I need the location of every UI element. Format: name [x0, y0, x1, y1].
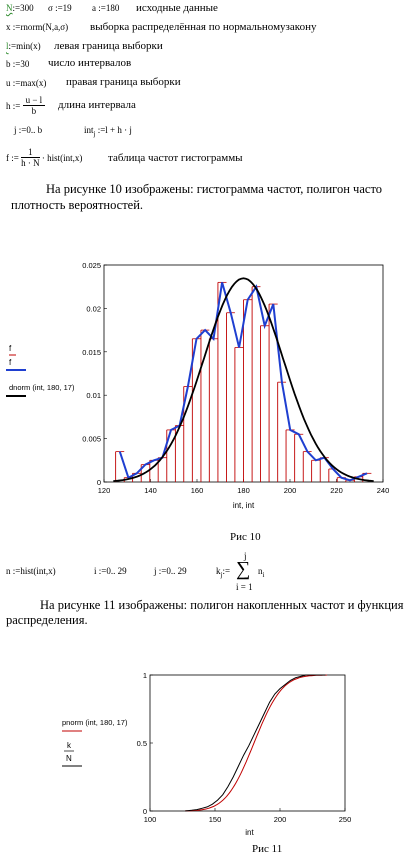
formula-int: intj :=l + h · j — [84, 125, 132, 138]
y-tick-label: 0.015 — [82, 348, 101, 357]
paragraph-fig11-cont: распределения. — [6, 613, 88, 627]
sum-term: ni — [258, 566, 265, 579]
sum-top: j — [244, 551, 247, 561]
sum-symbol: ∑ — [236, 558, 251, 580]
legend-label-n: N — [66, 754, 72, 763]
y-tick-label: 0.005 — [82, 435, 101, 444]
x-tick-label: 120 — [98, 486, 111, 495]
formula-x: x :=rnorm(N,a,σ) — [6, 22, 69, 32]
paragraph-fig10: На рисунке 10 изображены: гистограмма ча… — [46, 182, 382, 196]
caption-fig10: Рис 10 — [230, 531, 261, 543]
density-curve — [113, 277, 374, 482]
formula-b: b :=30 — [6, 59, 30, 69]
comment-init: исходные данные — [136, 2, 218, 14]
x-tick-label: 140 — [144, 486, 157, 495]
y-tick-label: 1 — [143, 671, 147, 680]
formula-n: N:=300 — [6, 3, 34, 13]
legend-label-k: k — [67, 741, 72, 750]
paragraph-fig11: На рисунке 11 изображены: полигон накопл… — [40, 598, 404, 612]
comment-l: левая граница выборки — [54, 40, 163, 52]
formula-h: h := u − l b — [6, 95, 46, 117]
x-tick-label: 200 — [274, 815, 287, 824]
histogram-chart: 0 0.005 0.01 0.015 0.02 0.025 120 140 160 180 200 2… — [6, 261, 390, 510]
f-fraction: 1 h · N — [21, 147, 40, 168]
formula-a: a :=180 — [92, 3, 120, 13]
plot-frame — [149, 674, 346, 812]
formula-j-range: j :=0.. 29 — [154, 566, 187, 576]
x-axis-label: int — [245, 828, 254, 837]
sum-bottom: i = 1 — [236, 582, 253, 592]
y-tick-label: 0.01 — [86, 391, 101, 400]
x-tick-label: 180 — [237, 486, 250, 495]
comment-x: выборка распределённая по нормальномузак… — [90, 21, 317, 33]
x-axis-label: int, int — [233, 501, 255, 510]
x-tick-label: 150 — [209, 815, 222, 824]
pnorm-curve — [185, 674, 327, 812]
caption-fig11: Рис 11 — [252, 843, 283, 855]
x-tick-label: 200 — [284, 486, 297, 495]
comment-u: правая граница выборки — [66, 76, 181, 88]
cumulative-polygon — [185, 674, 326, 812]
formula-i-range: i :=0.. 29 — [94, 566, 127, 576]
formula-u: u :=max(x) — [6, 78, 47, 88]
x-tick-label: 220 — [330, 486, 343, 495]
formula-j: j :=0.. b — [14, 125, 43, 135]
paragraph-fig10-cont: плотность вероятностей. — [11, 198, 144, 212]
x-tick-label: 240 — [377, 486, 390, 495]
y-tick-label: 0.5 — [137, 739, 147, 748]
formula-l: l:=min(x) — [6, 41, 41, 51]
formula-f: f := 1 h · N · hist(int,x) — [6, 147, 83, 168]
y-tick-label: 0.025 — [82, 261, 101, 270]
x-tick-label: 250 — [339, 815, 352, 824]
legend-label-pnorm: pnorm (int, 180, 17) — [62, 718, 128, 727]
cumulative-chart: 0 0.5 1 100 150 200 250 int pnorm (int, 180, 17)… — [62, 671, 352, 837]
formula-sigma: σ :=19 — [48, 3, 72, 13]
y-tick-label: 0 — [143, 807, 147, 816]
legend-label-f2: f — [9, 358, 12, 367]
y-tick-label: 0.02 — [86, 304, 101, 313]
x-tick-label: 160 — [191, 486, 204, 495]
formula-n-hist: n :=hist(int,x) — [6, 566, 56, 576]
h-fraction: u − l b — [22, 95, 46, 117]
y-tick-label: 0 — [97, 478, 101, 487]
formula-k: kj:= — [216, 566, 231, 579]
legend-label-f: f — [9, 344, 12, 353]
comment-f: таблица частот гистограммы — [108, 152, 243, 164]
comment-h: длина интервала — [58, 99, 136, 111]
comment-b: число интервалов — [48, 57, 132, 69]
legend-label-dnorm: dnorm (int, 180, 17) — [9, 383, 75, 392]
x-tick-label: 100 — [144, 815, 157, 824]
